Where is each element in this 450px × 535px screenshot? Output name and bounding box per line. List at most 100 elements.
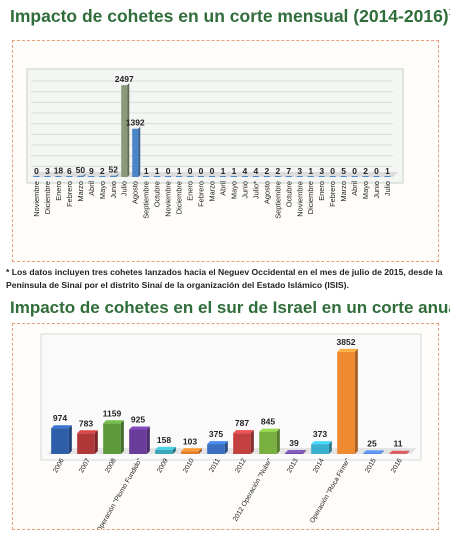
tick-label: Enero <box>317 181 326 201</box>
tick-label: Noviembre <box>164 181 173 217</box>
bar-side <box>380 450 384 454</box>
bar <box>373 176 380 177</box>
bar <box>129 429 147 454</box>
tick-label: Febrero <box>65 181 74 207</box>
bar <box>351 176 358 177</box>
data-label: 18 <box>54 166 64 176</box>
tick-label: Octubre <box>284 181 293 207</box>
data-label: 783 <box>79 418 93 428</box>
bar <box>263 176 270 177</box>
bar-side <box>250 430 254 454</box>
tick-label: Operación "Plomo Fundido" <box>96 457 144 529</box>
data-label: 1159 <box>103 408 122 418</box>
tick-label: Enero <box>54 181 63 201</box>
tick-label: Agosto <box>131 181 140 204</box>
data-label: 0 <box>34 166 39 176</box>
bar <box>252 176 259 177</box>
tick-label: Febrero <box>328 181 337 207</box>
data-label: 25 <box>367 438 377 448</box>
bar <box>55 176 62 177</box>
plot-frame <box>40 333 422 461</box>
data-label: 2 <box>100 166 105 176</box>
tick-label: Diciembre <box>43 181 52 214</box>
bar <box>176 176 183 177</box>
bar-top <box>311 441 332 445</box>
bar <box>285 176 292 177</box>
data-label: 373 <box>313 429 327 439</box>
tick-label: Noviembre <box>32 181 41 217</box>
bar <box>311 444 329 454</box>
bar <box>307 176 314 177</box>
tick-label: Marzo <box>339 181 348 202</box>
tick-label: Enero <box>186 181 195 201</box>
bar <box>165 176 172 177</box>
bar <box>274 176 281 177</box>
tick-label: Diciembre <box>306 181 315 214</box>
bar <box>318 176 325 177</box>
data-label: 39 <box>289 438 299 448</box>
bar-top <box>77 430 98 434</box>
bar-top <box>155 446 176 450</box>
bar-side <box>120 420 124 454</box>
bar <box>384 176 391 177</box>
tick-label: Abril <box>87 181 96 196</box>
data-label: 158 <box>157 435 171 445</box>
data-label: 4 <box>243 166 248 176</box>
bar <box>44 176 51 177</box>
monthly-chart-panel: 0 Noviembre 3 Diciembre 18 Enero 6 Febrero 50 Mar… <box>12 40 439 262</box>
plot-frame <box>26 68 404 184</box>
data-label: 1 <box>385 166 390 176</box>
tick-label: Abril <box>218 181 227 196</box>
bar-top <box>285 449 306 453</box>
tick-label: Mayo <box>98 181 107 199</box>
bar <box>285 452 303 454</box>
bar <box>259 431 277 454</box>
bar-side <box>354 348 358 454</box>
data-label: 1 <box>232 166 237 176</box>
tick-label: Julio <box>383 181 392 196</box>
plot-floor <box>47 448 417 454</box>
bar <box>337 351 355 454</box>
bar-side <box>83 173 86 177</box>
monthly-chart-title: Impacto de cohetes en un corte mensual (… <box>10 6 450 26</box>
data-label: 1 <box>308 166 313 176</box>
bar-side <box>127 83 130 177</box>
bar <box>181 451 199 454</box>
tick-label: Marzo <box>76 181 85 202</box>
data-label: 2 <box>264 166 269 176</box>
data-label: 3 <box>319 166 324 176</box>
monthly-bar-chart: 0Noviembre3Diciembre18Enero6Febrero50Mar… <box>26 68 404 219</box>
bar-top <box>129 426 150 430</box>
tick-label: Noviembre <box>295 181 304 217</box>
bar-top <box>389 450 410 454</box>
data-label: 3852 <box>337 337 356 347</box>
bar <box>88 176 95 177</box>
data-label: 0 <box>199 166 204 176</box>
data-label: 3 <box>45 166 50 176</box>
bar <box>154 176 161 177</box>
data-label: 787 <box>235 418 249 428</box>
bar <box>241 176 248 177</box>
bar <box>363 453 381 454</box>
bar <box>329 176 336 177</box>
bar <box>51 428 69 454</box>
bar-side <box>198 448 202 454</box>
data-label: 5 <box>341 166 346 176</box>
bar-side <box>406 450 410 454</box>
bar <box>33 176 40 177</box>
data-label: 50 <box>76 165 86 175</box>
bar <box>155 449 173 454</box>
annual-chart-title: Impacto de cohetes en el sur de Israel e… <box>10 298 450 317</box>
data-label: 52 <box>109 165 119 175</box>
bar <box>132 128 139 177</box>
tick-label: Julio <box>120 181 129 196</box>
tick-label: Septiembre <box>273 181 282 219</box>
bar-side <box>116 173 119 177</box>
tick-label: Mayo <box>361 181 370 199</box>
bar <box>143 176 150 177</box>
data-label: 0 <box>374 166 379 176</box>
tick-label: Junio <box>109 181 118 199</box>
tick-label: Septiembre <box>142 181 151 219</box>
tick-label: Mayo <box>229 181 238 199</box>
